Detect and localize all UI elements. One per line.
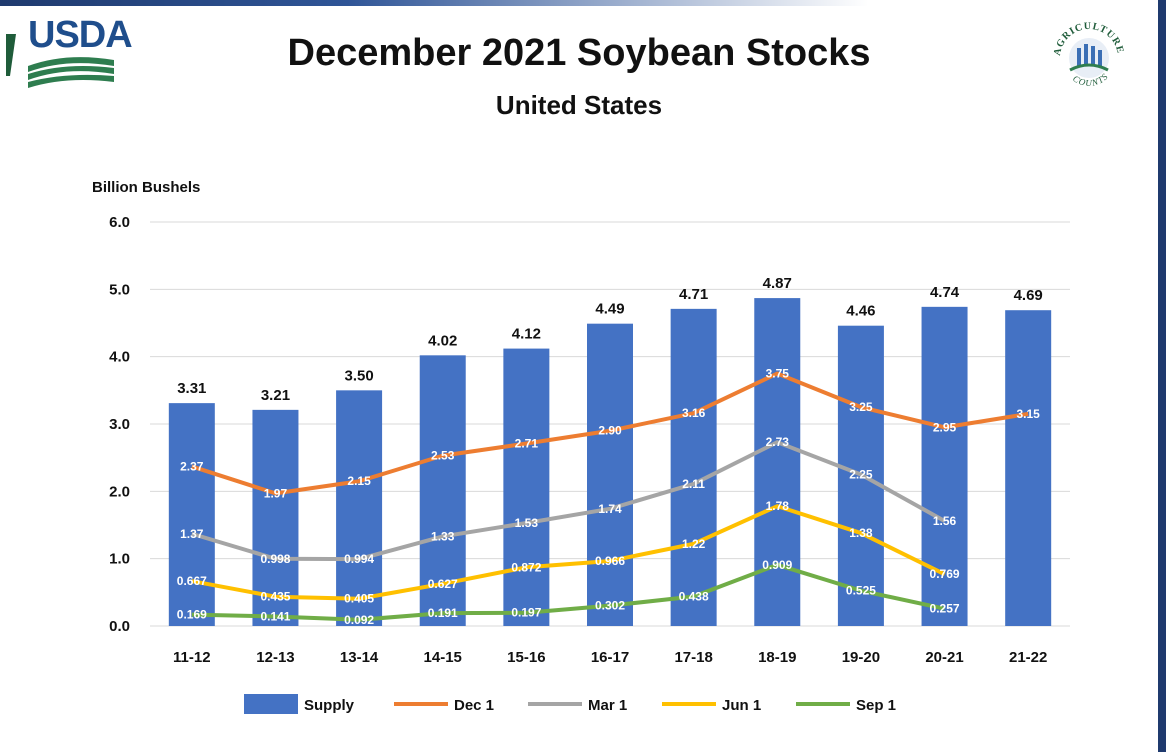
point-label-dec-1: 2.71 — [515, 437, 539, 451]
x-tick-label: 20-21 — [925, 649, 963, 666]
bar-supply — [754, 298, 801, 626]
line-sep-1 — [191, 562, 945, 622]
point-label-sep-1: 0.909 — [762, 558, 792, 572]
bar-supply — [336, 390, 383, 626]
line-dec-1 — [191, 371, 1029, 496]
usda-logo-text: USDA — [28, 14, 133, 56]
point-label-dec-1: 2.95 — [933, 420, 957, 434]
point-label-jun-1: 0.966 — [595, 554, 625, 568]
point-label-sep-1: 0.438 — [679, 590, 709, 604]
point-label-mar-1: 1.56 — [933, 514, 957, 528]
point-label-mar-1: 2.11 — [682, 477, 705, 491]
bar-label-supply: 4.74 — [930, 284, 960, 301]
bar-supply — [670, 308, 717, 626]
legend-label: Sep 1 — [856, 697, 896, 714]
legend-label: Dec 1 — [454, 697, 494, 714]
y-tick-label: 2.0 — [109, 483, 130, 500]
point-label-jun-1: 0.405 — [344, 592, 374, 606]
y-axis-label: Billion Bushels — [92, 179, 200, 196]
x-tick-label: 13-14 — [340, 649, 379, 666]
point-label-dec-1: 3.16 — [682, 406, 706, 420]
legend-swatch-supply — [244, 694, 298, 714]
x-tick-label: 17-18 — [674, 649, 712, 666]
x-tick-label: 15-16 — [507, 649, 545, 666]
bar-supply — [587, 323, 633, 626]
line-jun-1 — [191, 504, 946, 601]
point-label-dec-1: 2.37 — [180, 459, 204, 473]
page-subtitle: United States — [495, 90, 663, 120]
point-label-jun-1: 1.78 — [766, 499, 790, 513]
point-label-jun-1: 0.627 — [428, 577, 458, 591]
point-label-jun-1: 0.667 — [177, 574, 207, 588]
legend-label: Mar 1 — [588, 697, 627, 714]
header-swoosh — [0, 0, 1158, 6]
x-tick-label: 14-15 — [424, 649, 462, 666]
y-tick-label: 1.0 — [109, 551, 130, 568]
point-label-jun-1: 0.435 — [260, 590, 290, 604]
bar-supply — [252, 409, 299, 626]
point-label-sep-1: 0.525 — [846, 584, 876, 598]
legend-label: Jun 1 — [722, 697, 761, 714]
bar-label-supply: 4.12 — [512, 326, 541, 343]
slide-edge-strip — [1158, 0, 1166, 752]
x-tick-label: 12-13 — [256, 649, 294, 666]
point-label-mar-1: 1.33 — [431, 529, 455, 543]
point-label-dec-1: 2.90 — [598, 424, 622, 438]
bar-label-supply: 3.50 — [344, 367, 373, 384]
usda-logo: USDA — [6, 14, 133, 94]
point-label-mar-1: 0.998 — [260, 552, 290, 566]
agriculture-counts-logo: AGRICULTURE COUNTS — [1048, 14, 1130, 96]
x-tick-label: 18-19 — [758, 649, 796, 666]
bar-label-supply: 3.21 — [261, 387, 290, 404]
x-tick-label: 21-22 — [1009, 649, 1047, 666]
bar-label-supply: 3.31 — [177, 380, 206, 397]
point-label-sep-1: 0.302 — [595, 599, 625, 613]
point-label-dec-1: 1.97 — [264, 486, 288, 500]
point-label-sep-1: 0.191 — [428, 606, 458, 620]
bar-supply — [1005, 310, 1052, 626]
y-tick-label: 6.0 — [109, 214, 130, 231]
point-label-jun-1: 0.769 — [930, 567, 960, 581]
point-label-dec-1: 3.75 — [766, 367, 790, 381]
point-label-jun-1: 0.872 — [511, 560, 541, 574]
usda-logo-graphic — [6, 34, 114, 88]
point-label-mar-1: 1.37 — [180, 527, 204, 541]
point-label-sep-1: 0.092 — [344, 613, 374, 627]
point-label-mar-1: 1.74 — [598, 502, 622, 516]
point-label-jun-1: 1.38 — [849, 526, 873, 540]
point-label-sep-1: 0.197 — [511, 606, 541, 620]
bar-supply — [168, 403, 215, 626]
point-label-sep-1: 0.257 — [930, 602, 960, 616]
bar-label-supply: 4.69 — [1014, 287, 1043, 304]
point-label-sep-1: 0.169 — [177, 608, 207, 622]
y-tick-label: 5.0 — [109, 281, 130, 298]
bar-supply — [503, 348, 550, 626]
y-tick-label: 4.0 — [109, 349, 130, 366]
line-mar-1 — [191, 440, 946, 562]
x-tick-label: 19-20 — [842, 649, 880, 666]
point-label-sep-1: 0.141 — [260, 610, 290, 624]
page-title: December 2021 Soybean Stocks — [287, 32, 871, 74]
y-tick-label: 0.0 — [109, 618, 130, 635]
point-label-dec-1: 2.53 — [431, 449, 455, 463]
x-tick-label: 16-17 — [591, 649, 629, 666]
point-label-dec-1: 3.15 — [1017, 407, 1041, 421]
legend-label: Supply — [304, 697, 355, 714]
bar-label-supply: 4.71 — [679, 286, 708, 303]
point-label-mar-1: 1.53 — [515, 516, 539, 530]
point-label-mar-1: 2.25 — [849, 468, 873, 482]
point-label-mar-1: 0.994 — [344, 552, 374, 566]
bar-label-supply: 4.49 — [595, 301, 624, 318]
x-tick-label: 11-12 — [173, 649, 211, 666]
bar-label-supply: 4.46 — [846, 303, 875, 320]
point-label-dec-1: 2.15 — [347, 474, 371, 488]
bar-label-supply: 4.87 — [763, 275, 792, 292]
point-label-mar-1: 2.73 — [766, 435, 790, 449]
point-label-jun-1: 1.22 — [682, 537, 706, 551]
point-label-dec-1: 3.25 — [849, 400, 873, 414]
bar-label-supply: 4.02 — [428, 332, 457, 349]
y-tick-label: 3.0 — [109, 416, 130, 433]
